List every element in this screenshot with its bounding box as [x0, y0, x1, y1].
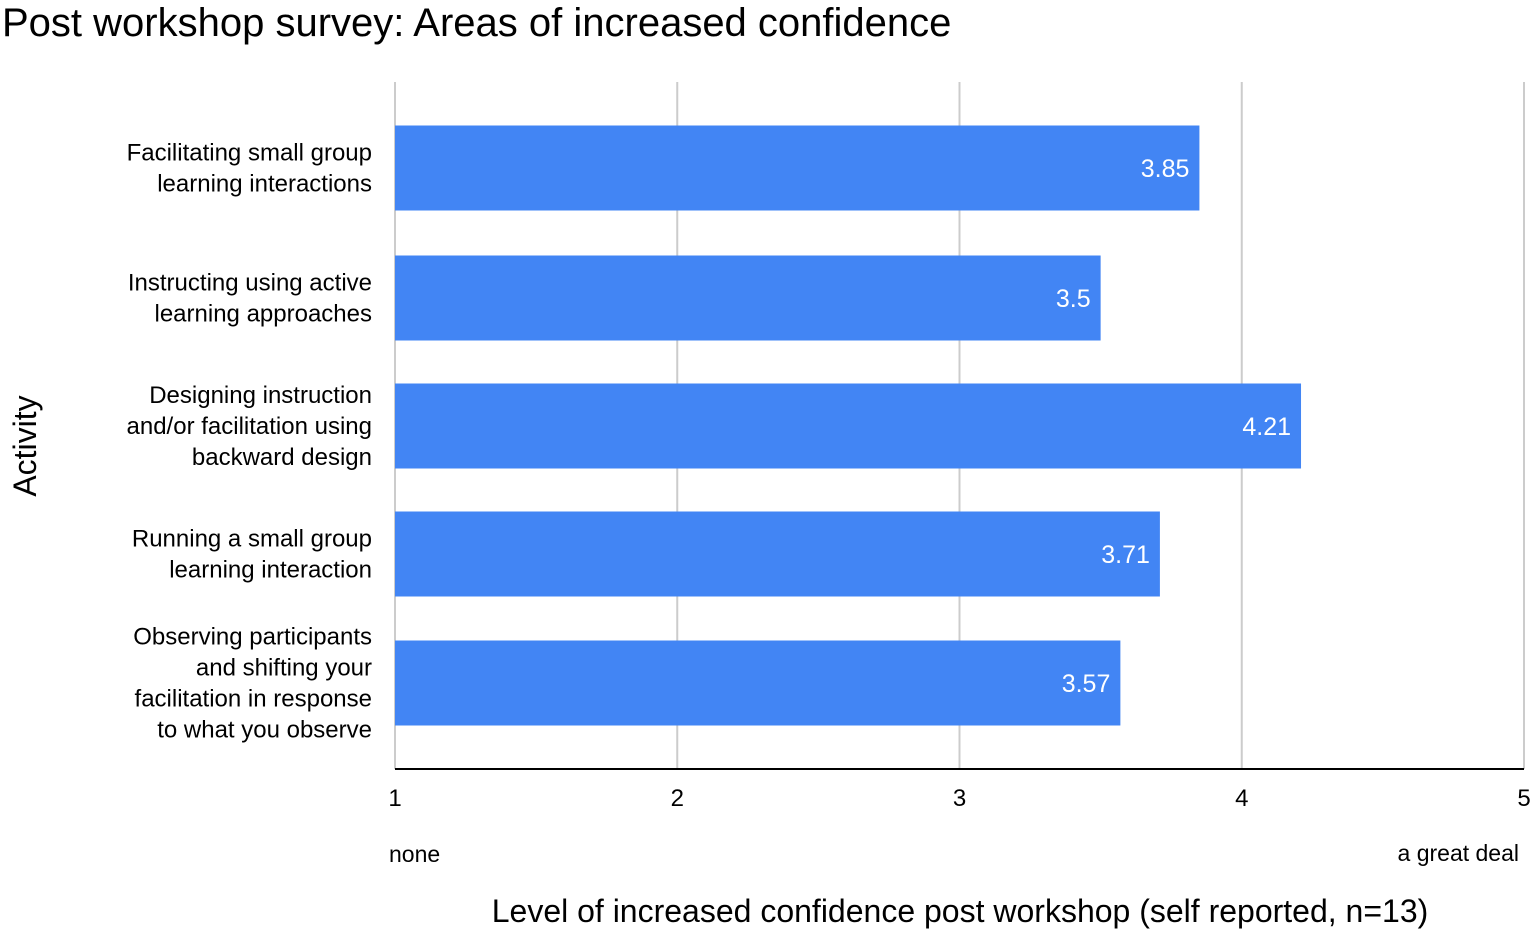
category-label: Running a small group learning interactio… [132, 526, 372, 584]
category-label-line: Designing instruction [149, 382, 372, 409]
bar-value-label: 3.5 [1056, 285, 1091, 313]
x-axis-title: Level of increased confidence post works… [492, 893, 1429, 929]
bar [395, 640, 1121, 726]
category-label-line: and/or facilitation using [127, 413, 372, 440]
category-label-line: Running a small group [132, 526, 372, 553]
bar [395, 511, 1160, 597]
category-label-line: learning interactions [157, 171, 372, 198]
bar [395, 383, 1302, 469]
category-label-line: backward design [192, 444, 372, 471]
bar [395, 125, 1200, 211]
y-axis-title: Activity [7, 395, 43, 496]
scale-low-label: none [389, 841, 440, 867]
category-label: Instructing using active learning approac… [128, 270, 372, 328]
category-label: Facilitating small group learning interac… [127, 140, 372, 198]
category-label-line: learning approaches [155, 301, 373, 328]
bar-value-label: 3.71 [1101, 541, 1150, 569]
x-tick-label: 4 [1235, 785, 1248, 812]
x-tick-label: 3 [953, 785, 966, 812]
bar-value-label: 4.21 [1242, 413, 1291, 441]
scale-high-label: a great deal [1398, 840, 1519, 866]
category-label-line: and shifting your [196, 655, 372, 682]
category-label: Observing participants and shifting your f… [133, 624, 372, 744]
category-label-line: to what you observe [157, 717, 372, 744]
category-label-line: Facilitating small group [127, 140, 372, 167]
category-label-layer: Facilitating small group learning interac… [127, 140, 372, 744]
category-label-line: Instructing using active [128, 270, 372, 297]
label-layer: 3.85 3.5 4.21 3.71 3.57 [1056, 155, 1291, 698]
chart-title: Post workshop survey: Areas of increased… [2, 1, 951, 45]
category-label-line: learning interaction [169, 557, 372, 584]
bar-layer [395, 125, 1302, 726]
bar [395, 255, 1101, 341]
bar-value-label: 3.85 [1141, 155, 1190, 183]
category-label-line: facilitation in response [135, 686, 372, 713]
category-label: Designing instruction and/or facilitation… [127, 382, 372, 471]
x-tick-label: 1 [388, 785, 401, 812]
tick-label-layer: 1 2 3 4 5 [388, 785, 1530, 812]
x-tick-label: 5 [1517, 785, 1530, 812]
x-tick-label: 2 [671, 785, 684, 812]
category-label-line: Observing participants [133, 624, 372, 651]
bar-value-label: 3.57 [1062, 670, 1111, 698]
